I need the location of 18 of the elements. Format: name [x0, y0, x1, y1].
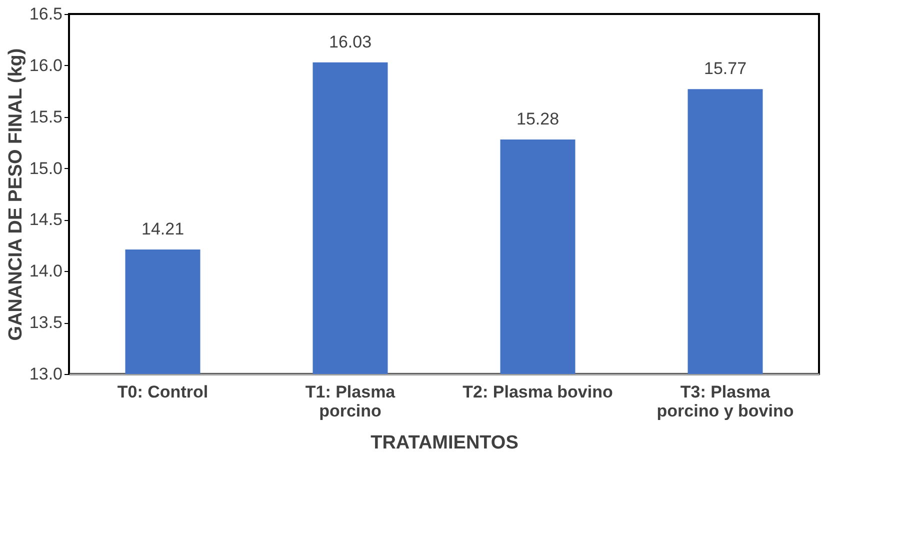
x-tick-label: T3: Plasma porcino y bovino [656, 382, 794, 420]
data-label: 15.28 [516, 109, 560, 128]
y-axis-title: GANANCIA DE PESO FINAL (kg) [5, 48, 26, 341]
x-axis-title: TRATAMIENTOS [370, 432, 518, 454]
y-tick-label: 15.0 [29, 158, 62, 178]
y-tick-label: 16.5 [29, 4, 62, 24]
y-tick-label: 13.5 [29, 313, 62, 332]
x-tick-label: T1: Plasma porcino [305, 382, 396, 420]
x-tick-label: T2: Plasma bovino [462, 382, 613, 402]
data-label: 15.77 [704, 59, 747, 78]
y-tick-label: 14.5 [29, 210, 62, 230]
y-tick-label: 13.0 [29, 364, 62, 384]
data-label: 14.21 [141, 220, 184, 239]
y-tick-label: 16.0 [29, 56, 62, 75]
y-tick-label: 15.5 [29, 107, 62, 126]
data-label: 16.03 [328, 32, 372, 52]
y-tick-label: 14.0 [29, 262, 62, 281]
x-tick-label: T0: Control [117, 382, 208, 402]
